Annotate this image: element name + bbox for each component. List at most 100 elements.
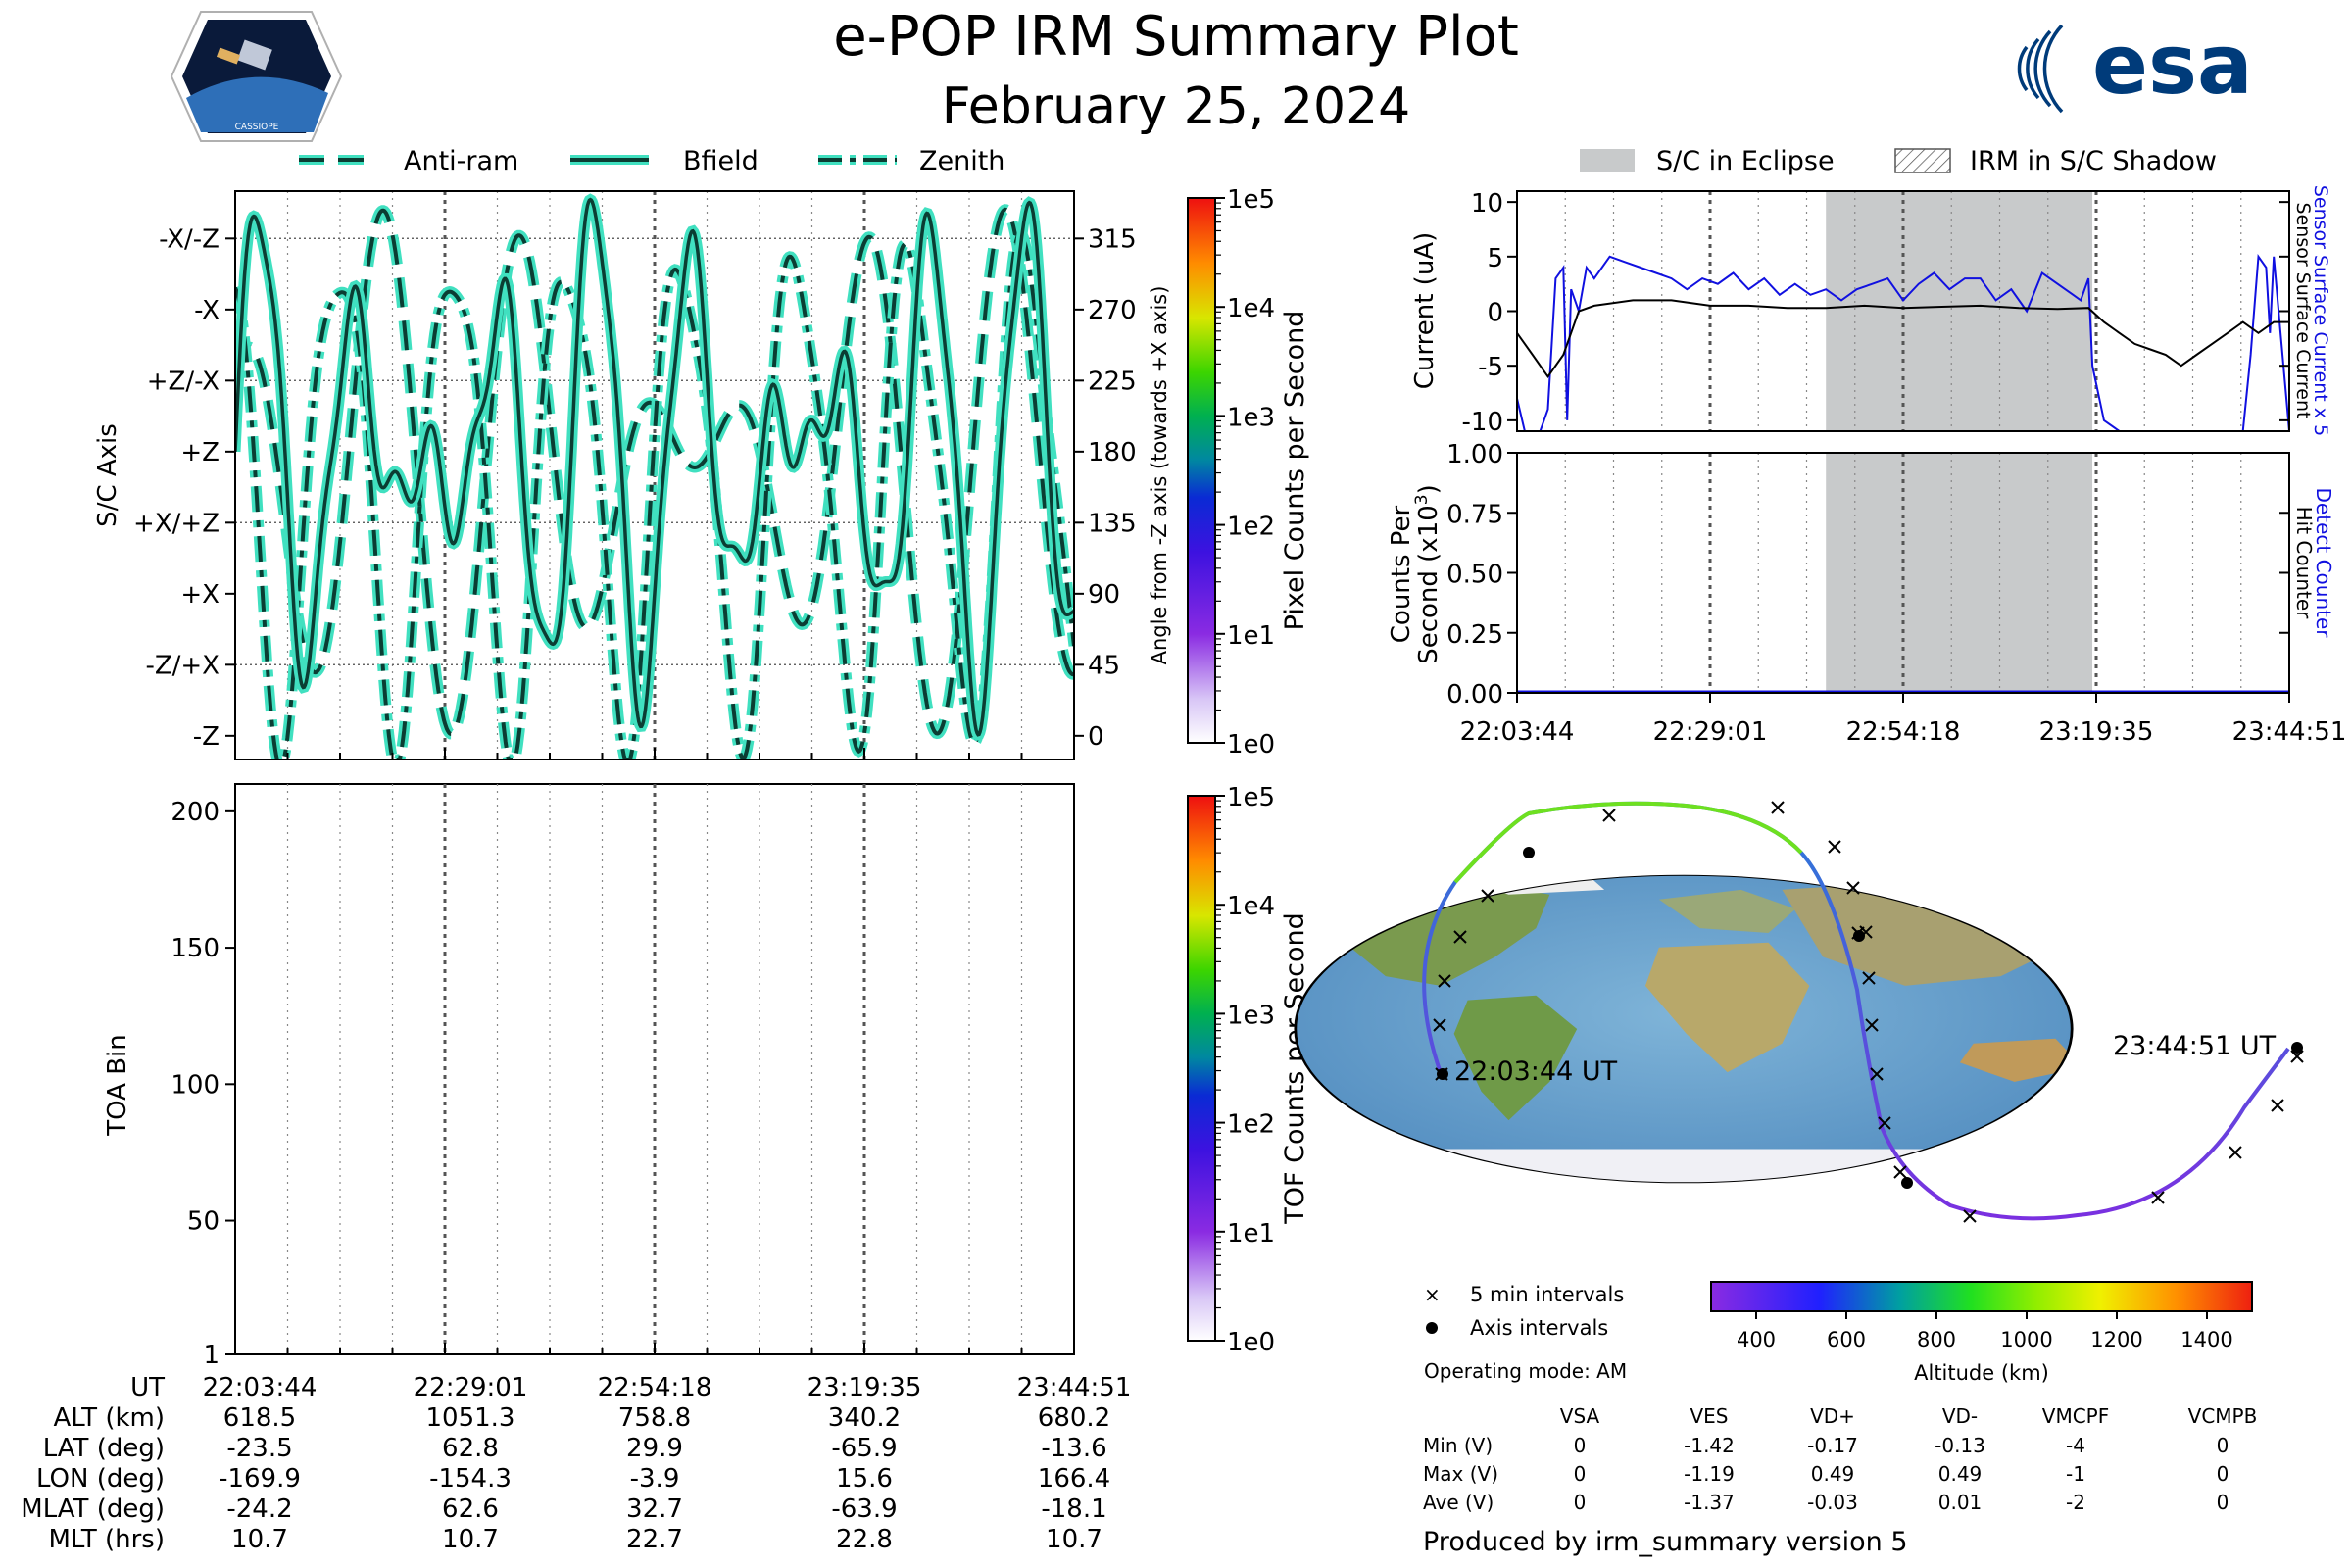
axis-panel: -Z 0 -Z/+X 45 +X 90 +X/+Z 135 +Z 180 +Z/-X 225 -X 270…: [93, 190, 1171, 760]
pixel-colorbar: 1e0 1e1 1e2 1e3 1e4 1e5 Pixel Counts per Seco…: [1187, 185, 1310, 760]
counts-time-axis: 22:03:44 22:29:01 22:54:18 23:19:35 23:44:51: [1460, 693, 2346, 747]
tof-colorbar-tick: 1e0: [1227, 1328, 1275, 1357]
axis-panel-ylabel: S/C Axis: [93, 423, 122, 527]
counts-tick-label: 0.50: [1446, 561, 1503, 590]
agency-logo-text: esa: [2092, 17, 2253, 113]
toa-tick-label: 150: [171, 934, 220, 963]
voltage-row-label: Min (V): [1423, 1434, 1493, 1457]
ephemeris-cell: 22.7: [626, 1525, 683, 1554]
voltage-table: VSA VES VD+ VD- VMCPF VCMPB Min (V) 0 -1.42 -0.17…: [1423, 1404, 2257, 1514]
axis-interval-marker: [1426, 1322, 1438, 1334]
pixel-colorbar-tick: 1e3: [1227, 403, 1275, 432]
legend-anti-ram: Anti-ram: [404, 146, 518, 176]
eclipse-legend: S/C in Eclipse IRM in S/C Shadow: [1580, 146, 2217, 176]
counts-tick-label: 0.75: [1446, 500, 1503, 529]
counts-tick-label: 0.00: [1446, 680, 1503, 710]
altitude-tick-label: 800: [1917, 1328, 1956, 1351]
ephemeris-cell: 23:19:35: [808, 1373, 922, 1402]
voltage-cell: -1: [2066, 1462, 2085, 1486]
counts-panel-ylabel-2: Second (x103): [1412, 484, 1444, 664]
voltage-header: VES: [1690, 1404, 1728, 1428]
angle-tick-label: 315: [1088, 224, 1137, 254]
ephemeris-cell: 22:29:01: [414, 1373, 528, 1402]
ephemeris-cell: 32.7: [626, 1494, 683, 1524]
axis-panel-legend: Anti-ram Bfield Zenith: [299, 146, 1004, 176]
pixel-colorbar-label: Pixel Counts per Second: [1280, 311, 1310, 631]
ephemeris-cell: -24.2: [226, 1494, 292, 1524]
ephemeris-row-label: LON (deg): [36, 1464, 165, 1494]
current-tick-label: -5: [1478, 353, 1503, 382]
voltage-row-label: Ave (V): [1423, 1491, 1494, 1514]
footer-credit: Produced by irm_summary version 5: [1423, 1527, 1908, 1557]
angle-tick-label: 180: [1088, 438, 1137, 467]
surface-current-x5-line: [1517, 253, 2289, 431]
voltage-cell: -0.13: [1935, 1434, 1985, 1457]
voltage-row-label: Max (V): [1423, 1462, 1498, 1486]
ephemeris-cell: -65.9: [831, 1434, 897, 1463]
voltage-cell: 0: [2217, 1491, 2230, 1514]
toa-tick-label: 200: [171, 798, 220, 827]
current-panel: 10 5 0 -5 -10 Current (uA) Sensor Surface Cu…: [1410, 185, 2331, 437]
altitude-tick-label: 400: [1737, 1328, 1776, 1351]
voltage-cell: -1.37: [1684, 1491, 1735, 1514]
voltage-header: VSA: [1560, 1404, 1600, 1428]
ephemeris-cell: 22:03:44: [203, 1373, 318, 1402]
current-tick-label: 10: [1471, 189, 1503, 219]
ephemeris-cell: 29.9: [626, 1434, 683, 1463]
ephemeris-cell: 62.8: [442, 1434, 499, 1463]
ephemeris-cell: 1051.3: [426, 1403, 515, 1433]
mission-logo: CASSIOPE: [170, 11, 343, 142]
voltage-cell: -2: [2066, 1491, 2085, 1514]
voltage-header: VCMPB: [2188, 1404, 2258, 1428]
axis-tick-label: -X/-Z: [159, 224, 220, 254]
mission-logo-text: CASSIOPE: [235, 122, 279, 132]
ephemeris-cell: -154.3: [429, 1464, 512, 1494]
tof-colorbar-tick: 1e2: [1227, 1110, 1275, 1140]
axis-panel-ticks: -Z 0 -Z/+X 45 +X 90 +X/+Z 135 +Z 180 +Z/-X 225 -X 270…: [133, 224, 1137, 760]
ephemeris-cell: 340.2: [828, 1403, 901, 1433]
legend-zenith: Zenith: [919, 146, 1004, 176]
ephemeris-row-label: UT: [130, 1373, 165, 1402]
tof-colorbar-label: TOF Counts per Second: [1280, 912, 1310, 1225]
current-panel-ylabel: Current (uA): [1410, 232, 1440, 389]
axis-panel-ylabel-right: Angle from -Z axis (towards +X axis): [1148, 286, 1171, 665]
zenith-trace-core: [235, 230, 1074, 760]
pixel-colorbar-tick: 1e1: [1227, 621, 1275, 651]
voltage-cell: 0: [2217, 1462, 2230, 1486]
toa-tick-label: 50: [187, 1207, 220, 1237]
pixel-colorbar-tick: 1e5: [1227, 185, 1275, 215]
pixel-colorbar-tick: 1e2: [1227, 513, 1275, 542]
axis-tick-label: +Z: [180, 438, 220, 467]
time-tick-label: 22:29:01: [1653, 717, 1768, 747]
ephemeris-cell: -169.9: [219, 1464, 301, 1494]
voltage-cell: 0: [2217, 1434, 2230, 1457]
ephemeris-cell: 680.2: [1038, 1403, 1110, 1433]
altitude-colorbar-label: Altitude (km): [1914, 1361, 2049, 1385]
voltage-cell: 0: [1574, 1491, 1587, 1514]
ephemeris-row-label: LAT (deg): [43, 1434, 165, 1463]
voltage-cell: -1.42: [1684, 1434, 1735, 1457]
time-tick-label: 23:19:35: [2039, 717, 2154, 747]
tof-colorbar-tick: 1e1: [1227, 1219, 1275, 1249]
ephemeris-cell: 10.7: [231, 1525, 288, 1554]
counts-right-label-blue: Detect Counter: [2312, 488, 2335, 639]
current-right-label-blue: Sensor Surface Current x 5: [2310, 185, 2331, 436]
map-start-label: 22:03:44 UT: [1454, 1056, 1618, 1087]
voltage-header: VMCPF: [2042, 1404, 2109, 1428]
ground-track-map: 22:03:44 UT 23:44:51 UT: [1294, 801, 2304, 1223]
counts-right-label-black: Hit Counter: [2292, 507, 2316, 619]
axis-tick-label: +X: [180, 580, 220, 610]
current-tick-label: 0: [1487, 299, 1503, 328]
voltage-cell: 0.49: [1811, 1462, 1855, 1486]
agency-logo: esa: [2017, 17, 2253, 114]
bfield-trace-core: [235, 197, 1074, 737]
tof-colorbar-tick: 1e5: [1227, 783, 1275, 812]
time-tick-label: 22:03:44: [1460, 717, 1575, 747]
current-tick-label: -10: [1462, 408, 1503, 437]
angle-tick-label: 135: [1088, 509, 1137, 538]
axis-panel-traces: [235, 193, 1074, 760]
ephemeris-row-label: MLAT (deg): [21, 1494, 165, 1524]
legend-eclipse: S/C in Eclipse: [1656, 146, 1835, 176]
